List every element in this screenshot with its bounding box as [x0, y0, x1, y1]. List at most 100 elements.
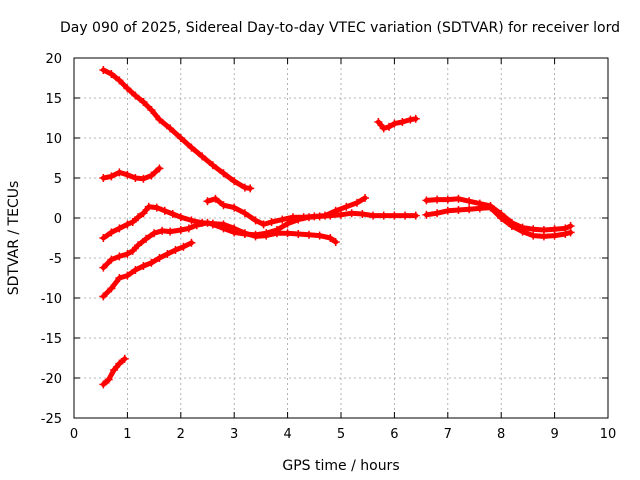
data-point: [353, 198, 362, 207]
x-tick-label: 7: [444, 427, 452, 442]
series-arc5: [100, 240, 194, 299]
data-point: [342, 202, 351, 211]
data-point: [192, 221, 201, 230]
data-point: [107, 172, 116, 181]
data-point: [139, 174, 148, 183]
y-axis-label: SDTVAR / TECUs: [6, 181, 22, 296]
data-point: [198, 152, 207, 161]
data-point: [331, 206, 340, 215]
data-point: [379, 211, 388, 220]
data-point: [337, 210, 345, 219]
data-point: [422, 210, 431, 219]
data-point: [208, 220, 217, 229]
data-point: [374, 118, 383, 126]
data-point: [433, 209, 442, 218]
data-point: [187, 143, 196, 152]
data-point: [99, 66, 108, 74]
data-point: [385, 122, 394, 131]
chart-title: Day 090 of 2025, Sidereal Day-to-day VTE…: [60, 20, 620, 36]
data-point: [131, 266, 140, 274]
data-point: [529, 231, 538, 240]
data-point: [561, 230, 570, 238]
data-point: [411, 211, 420, 220]
data-point: [379, 124, 388, 133]
data-point: [422, 196, 431, 205]
data-point: [262, 229, 271, 238]
data-point: [475, 204, 484, 213]
data-point: [123, 250, 132, 258]
data-point: [465, 205, 474, 214]
data-point: [230, 203, 239, 212]
data-point: [203, 218, 212, 227]
data-point: [398, 118, 407, 126]
data-point: [115, 359, 124, 368]
data-point: [454, 194, 463, 203]
data-point: [203, 197, 212, 206]
data-point: [211, 194, 220, 203]
y-tick-labels: -25 -20 -15 -10 -5 0 5 10 15 20: [41, 52, 62, 427]
data-point: [147, 106, 156, 114]
data-point: [179, 242, 188, 251]
data-point: [278, 215, 287, 224]
data-point: [315, 231, 324, 240]
data-point: [566, 228, 575, 237]
data-point: [259, 220, 268, 229]
data-point: [518, 227, 527, 236]
data-point: [486, 203, 495, 212]
data-point: [550, 231, 559, 240]
data-point: [107, 255, 116, 264]
data-point: [99, 263, 108, 272]
data-point: [176, 134, 185, 142]
data-point: [184, 224, 193, 233]
data-point: [443, 206, 452, 215]
data-point: [144, 202, 153, 211]
data-point: [358, 210, 367, 218]
data-point: [107, 70, 116, 78]
data-point: [240, 209, 249, 218]
data-point: [310, 212, 319, 221]
x-tick-label: 4: [283, 427, 291, 442]
data-point: [401, 211, 410, 220]
data-point: [294, 230, 303, 238]
y-tick-label: 0: [54, 212, 62, 227]
y-tick-label: 5: [54, 172, 62, 187]
data-point: [123, 170, 132, 179]
data-point: [139, 262, 148, 270]
data-point: [406, 115, 415, 124]
data-point: [123, 84, 132, 93]
data-point: [115, 168, 124, 177]
x-tick-label: 6: [390, 427, 398, 442]
data-point: [267, 218, 276, 226]
data-point: [187, 216, 196, 225]
x-tick-label: 1: [123, 427, 131, 442]
data-point: [139, 98, 148, 106]
grid-lines: [74, 58, 608, 418]
data-point: [251, 216, 260, 225]
data-point: [166, 227, 175, 236]
data-point: [166, 124, 175, 133]
data-point: [326, 234, 335, 242]
data-point: [411, 114, 420, 123]
y-tick-label: 20: [45, 52, 62, 67]
data-point: [115, 252, 124, 261]
data-point: [219, 201, 228, 210]
data-point: [176, 226, 185, 234]
data-point: [454, 206, 463, 214]
data-point: [272, 226, 281, 234]
series-arc4: [100, 210, 419, 271]
data-point: [288, 213, 297, 222]
data-point: [120, 354, 129, 363]
data-point: [131, 174, 140, 182]
data-point: [240, 183, 249, 192]
data-point: [139, 209, 148, 218]
data-point: [99, 234, 108, 242]
x-tick-label: 10: [600, 427, 617, 442]
x-tick-label: 0: [70, 427, 78, 442]
data-point: [320, 211, 329, 220]
data-point: [304, 230, 313, 239]
data-point: [390, 211, 399, 220]
x-tick-labels: 0 1 2 3 4 5 6 7 8 9 10: [70, 427, 616, 442]
data-point: [507, 222, 516, 230]
data-point: [219, 169, 228, 178]
